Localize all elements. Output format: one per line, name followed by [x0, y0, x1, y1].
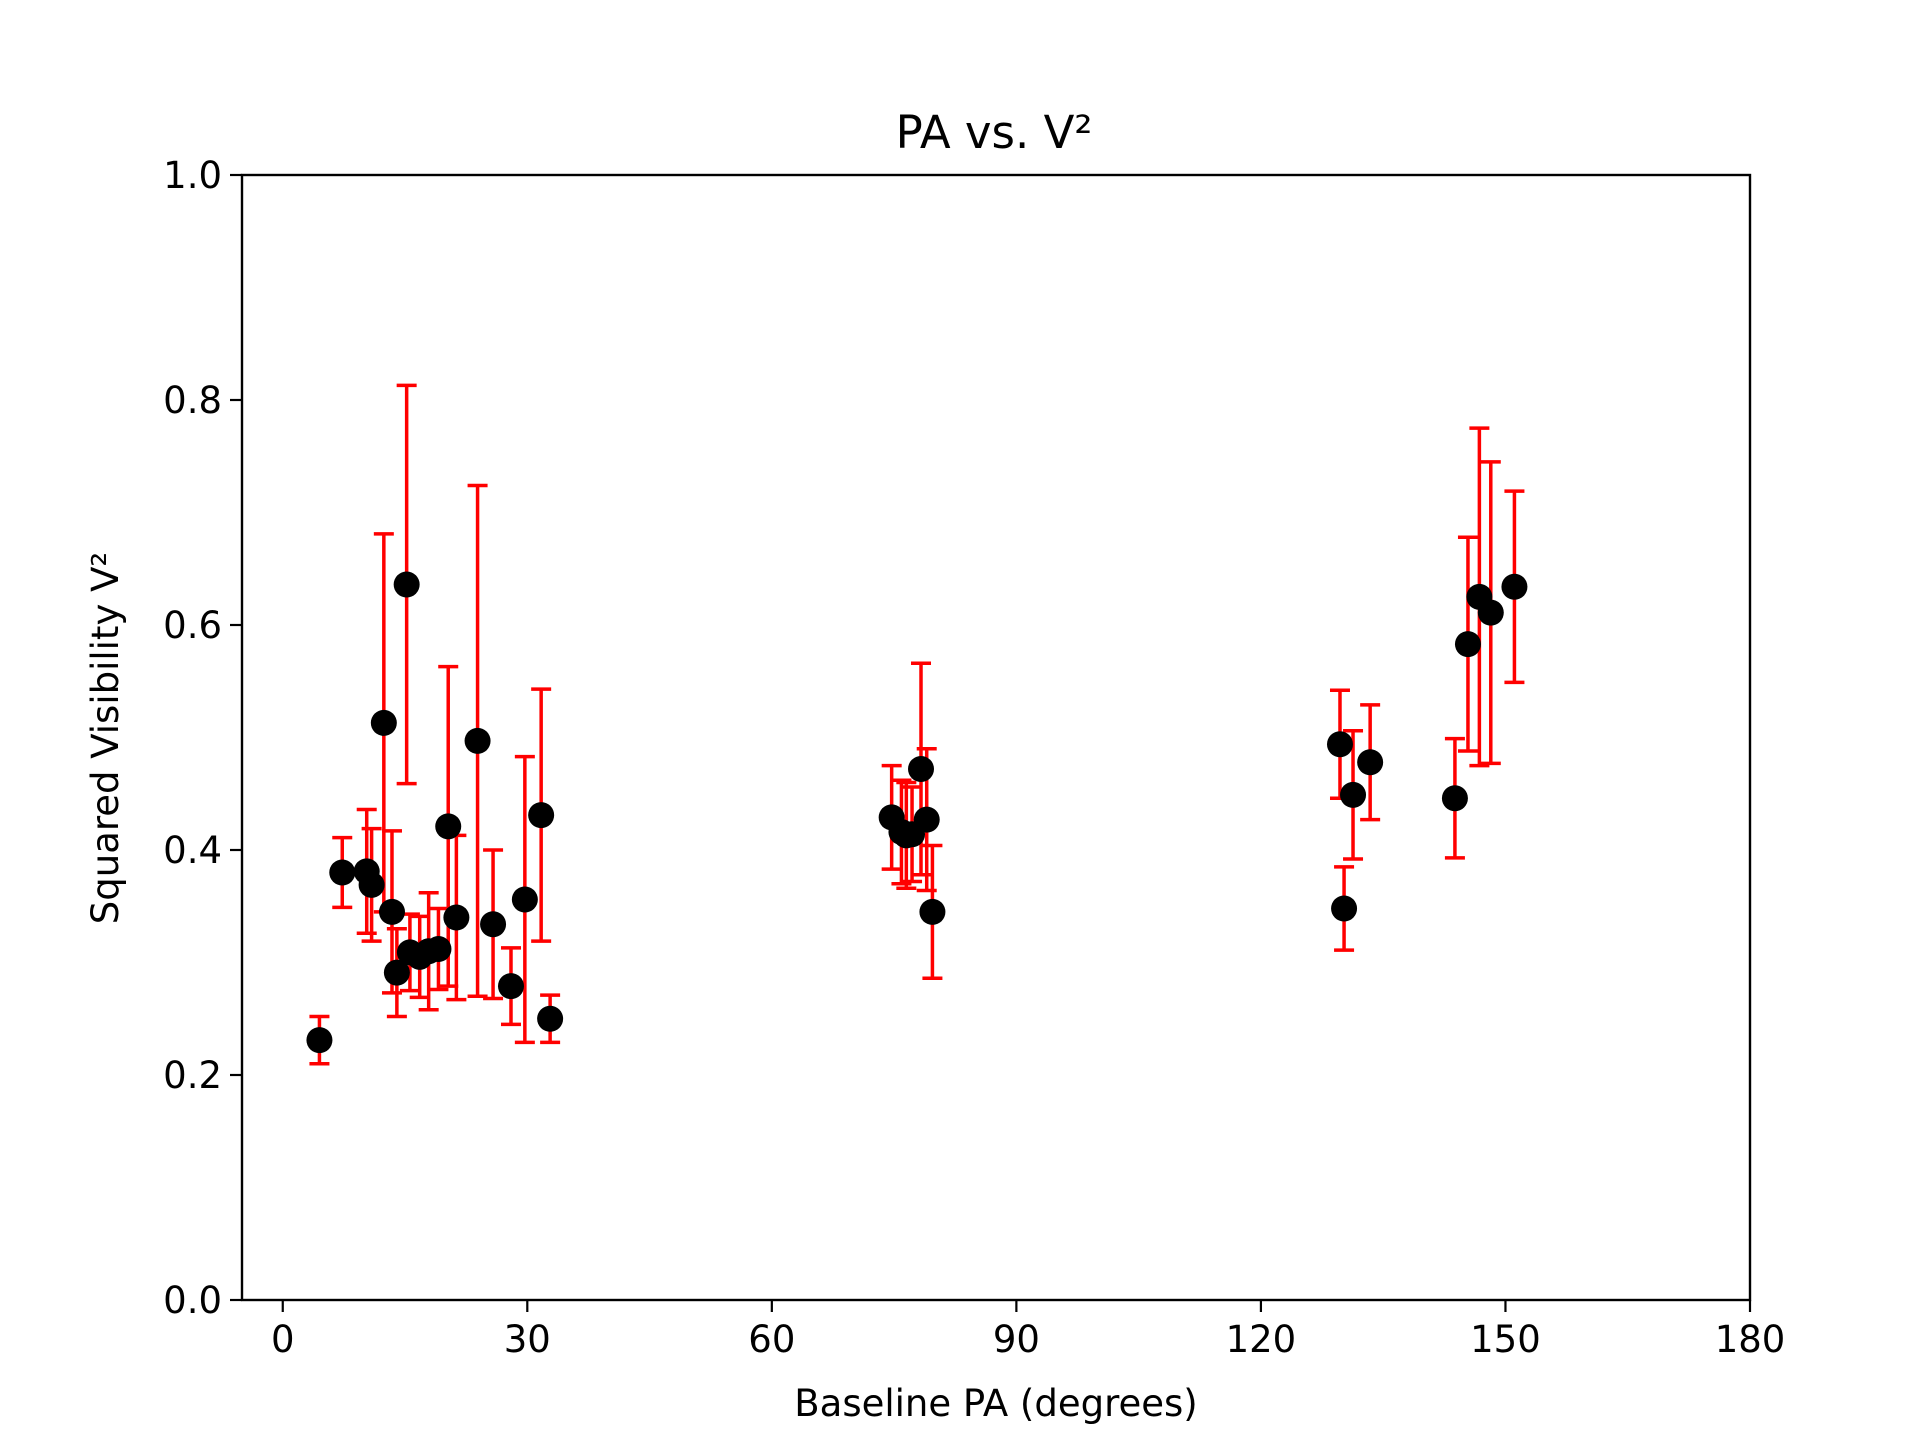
- x-tick-label: 60: [748, 1318, 795, 1361]
- data-point: [383, 959, 410, 986]
- y-tick-label: 0.4: [163, 829, 222, 872]
- plot-area-frame: [240, 173, 1752, 1302]
- x-tick-label: 180: [1715, 1318, 1786, 1361]
- data-point: [425, 936, 452, 962]
- data-point: [435, 813, 462, 840]
- data-point: [358, 871, 385, 898]
- data-point: [528, 802, 555, 829]
- y-tick-label: 0.8: [163, 379, 222, 422]
- data-point: [919, 898, 946, 925]
- data-point: [1331, 895, 1358, 922]
- y-tick-label: 0.0: [163, 1279, 222, 1322]
- data-point: [913, 806, 940, 833]
- data-point: [306, 1027, 333, 1054]
- data-point: [1340, 781, 1367, 808]
- data-point: [1441, 785, 1468, 812]
- data-point: [393, 571, 420, 598]
- data-point: [1454, 631, 1481, 658]
- y-axis-label: Squared Visibility V²: [84, 552, 127, 924]
- data-point: [908, 756, 935, 782]
- data-point: [537, 1005, 564, 1032]
- data-point: [497, 973, 524, 1000]
- data-point: [1326, 731, 1353, 758]
- data-point: [511, 886, 538, 913]
- data-point: [464, 727, 491, 754]
- y-tick-label: 1.0: [163, 154, 222, 197]
- y-tick-label: 0.6: [163, 604, 222, 647]
- x-tick-label: 150: [1470, 1318, 1541, 1361]
- x-tick-label: 120: [1226, 1318, 1297, 1361]
- data-point: [329, 859, 356, 886]
- x-axis-label: Baseline PA (degrees): [794, 1382, 1197, 1425]
- data-point: [1501, 573, 1528, 600]
- data-marks-layer: [306, 383, 1528, 1066]
- x-tick-label: 30: [504, 1318, 551, 1361]
- data-point: [1357, 749, 1384, 776]
- data-point: [443, 904, 470, 931]
- y-axis-ticks: 0.0 0.2 0.4 0.6 0.8 1.0: [163, 154, 242, 1322]
- data-point: [370, 709, 397, 736]
- data-point: [480, 911, 507, 938]
- data-point: [1477, 599, 1504, 626]
- chart-title: PA vs. V²: [896, 106, 1093, 159]
- y-tick-label: 0.2: [163, 1054, 222, 1097]
- data-point: [378, 898, 405, 925]
- x-tick-label: 0: [271, 1318, 295, 1361]
- x-axis-ticks: 0 30 60 90 120 150 180: [271, 1300, 1785, 1361]
- x-tick-label: 90: [993, 1318, 1040, 1361]
